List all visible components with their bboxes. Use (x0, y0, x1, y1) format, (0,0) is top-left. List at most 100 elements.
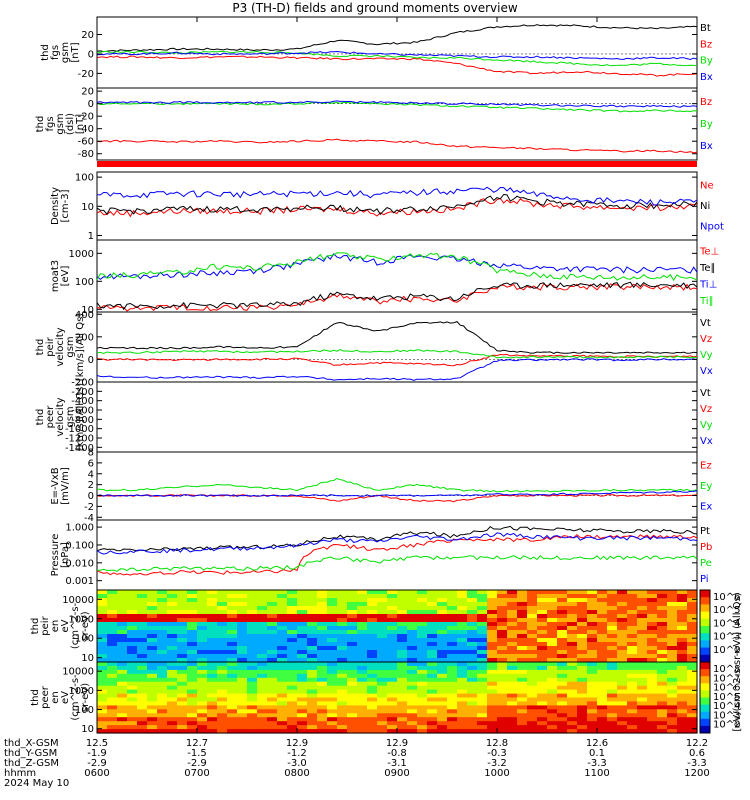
heatmap-cell (477, 614, 488, 619)
heatmap-cell (347, 602, 358, 607)
heatmap-cell (637, 669, 648, 675)
heatmap-cell (217, 646, 228, 651)
heatmap-cell (507, 646, 518, 651)
heatmap-cell (547, 689, 558, 695)
heatmap-cell (337, 626, 348, 631)
y-axis-label: [km/s](All Qs) (75, 313, 86, 381)
heatmap-cell (577, 638, 588, 643)
heatmap-cell (507, 602, 518, 607)
colorbar-segment (700, 690, 710, 698)
colorbar-segment (700, 626, 710, 634)
heatmap-cell (417, 590, 428, 595)
heatmap-cell (147, 598, 158, 603)
heatmap-cell (317, 721, 328, 726)
heatmap-cell (567, 630, 578, 635)
heatmap-cell (337, 598, 348, 603)
heatmap-cell (307, 606, 318, 611)
heatmap-cell (497, 673, 508, 679)
heatmap-cell (207, 713, 218, 718)
colorbar-segment (700, 611, 710, 620)
colorbar-segment (700, 597, 710, 605)
heatmap-cell (147, 709, 158, 714)
heatmap-cell (137, 689, 148, 695)
heatmap-cell (117, 677, 128, 683)
heatmap-cell (417, 622, 428, 627)
heatmap-cell (567, 642, 578, 647)
heatmap-cell (177, 646, 188, 651)
heatmap-cell (177, 701, 188, 706)
heatmap-cell (597, 634, 608, 639)
heatmap-cell (557, 642, 568, 647)
heatmap-cell (247, 622, 258, 627)
heatmap-cell (397, 662, 408, 667)
heatmap-cell (537, 610, 548, 615)
heatmap-cell (367, 626, 378, 631)
heatmap-cell (467, 693, 478, 699)
y-axis-label: peir (45, 336, 56, 356)
colorbar-segment (700, 604, 710, 613)
heatmap-cell (487, 626, 498, 631)
heatmap-cell (137, 610, 148, 615)
heatmap-cell (517, 677, 528, 683)
legend-entry: Pi (700, 574, 709, 585)
heatmap-cell (567, 709, 578, 714)
y-tick-label: 6 (88, 458, 94, 469)
heatmap-cell (287, 630, 298, 635)
heatmap-cell (377, 709, 388, 714)
colorbar-segment (700, 711, 710, 720)
heatmap-cell (177, 689, 188, 695)
heatmap-cell (307, 602, 318, 607)
panel-frame (96, 87, 698, 161)
heatmap-cell (347, 630, 358, 635)
heatmap-cell (447, 634, 458, 639)
heatmap-cell (167, 717, 178, 722)
heatmap-cell (417, 717, 428, 722)
heatmap-cell (397, 590, 408, 595)
heatmap-cell (117, 681, 128, 687)
heatmap-cell (127, 650, 138, 655)
heatmap-cell (457, 721, 468, 726)
heatmap-cell (297, 630, 308, 635)
heatmap-cell (377, 634, 388, 639)
heatmap-cell (207, 626, 218, 631)
heatmap-cell (577, 721, 588, 726)
heatmap-cell (447, 638, 458, 643)
heatmap-cell (257, 685, 268, 691)
heatmap-cell (617, 689, 628, 695)
heatmap-cell (177, 721, 188, 726)
heatmap-cell (657, 689, 668, 695)
heatmap-cell (327, 626, 338, 631)
heatmap-cell (97, 677, 108, 683)
heatmap-cell (537, 689, 548, 695)
x-row-label: thd_Z-GSM (4, 758, 59, 769)
heatmap-cell (617, 685, 628, 691)
heatmap-cell (397, 622, 408, 627)
heatmap-cell (647, 729, 658, 734)
heatmap-cell (487, 701, 498, 706)
y-axis-label: [nT] (75, 114, 86, 134)
heatmap-cell (647, 610, 658, 615)
heatmap-cell (237, 662, 248, 667)
heatmap-cell (327, 598, 338, 603)
heatmap-cell (357, 681, 368, 687)
heatmap-cell (417, 689, 428, 695)
heatmap-cell (507, 673, 518, 679)
heatmap-cell (97, 673, 108, 679)
heatmap-cell (557, 662, 568, 667)
heatmap-cell (477, 622, 488, 627)
heatmap-cell (497, 590, 508, 595)
heatmap-cell (257, 717, 268, 722)
heatmap-cell (557, 618, 568, 623)
heatmap-cell (347, 665, 358, 671)
heatmap-cell (237, 646, 248, 651)
heatmap-cell (267, 709, 278, 714)
heatmap-cell (457, 701, 468, 706)
heatmap-cell (607, 705, 618, 710)
heatmap-cell (497, 662, 508, 667)
heatmap-cell (117, 693, 128, 699)
heatmap-cell (607, 594, 618, 599)
heatmap-cell (647, 642, 658, 647)
heatmap-cell (457, 650, 468, 655)
heatmap-cell (507, 677, 518, 683)
heatmap-cell (597, 590, 608, 595)
